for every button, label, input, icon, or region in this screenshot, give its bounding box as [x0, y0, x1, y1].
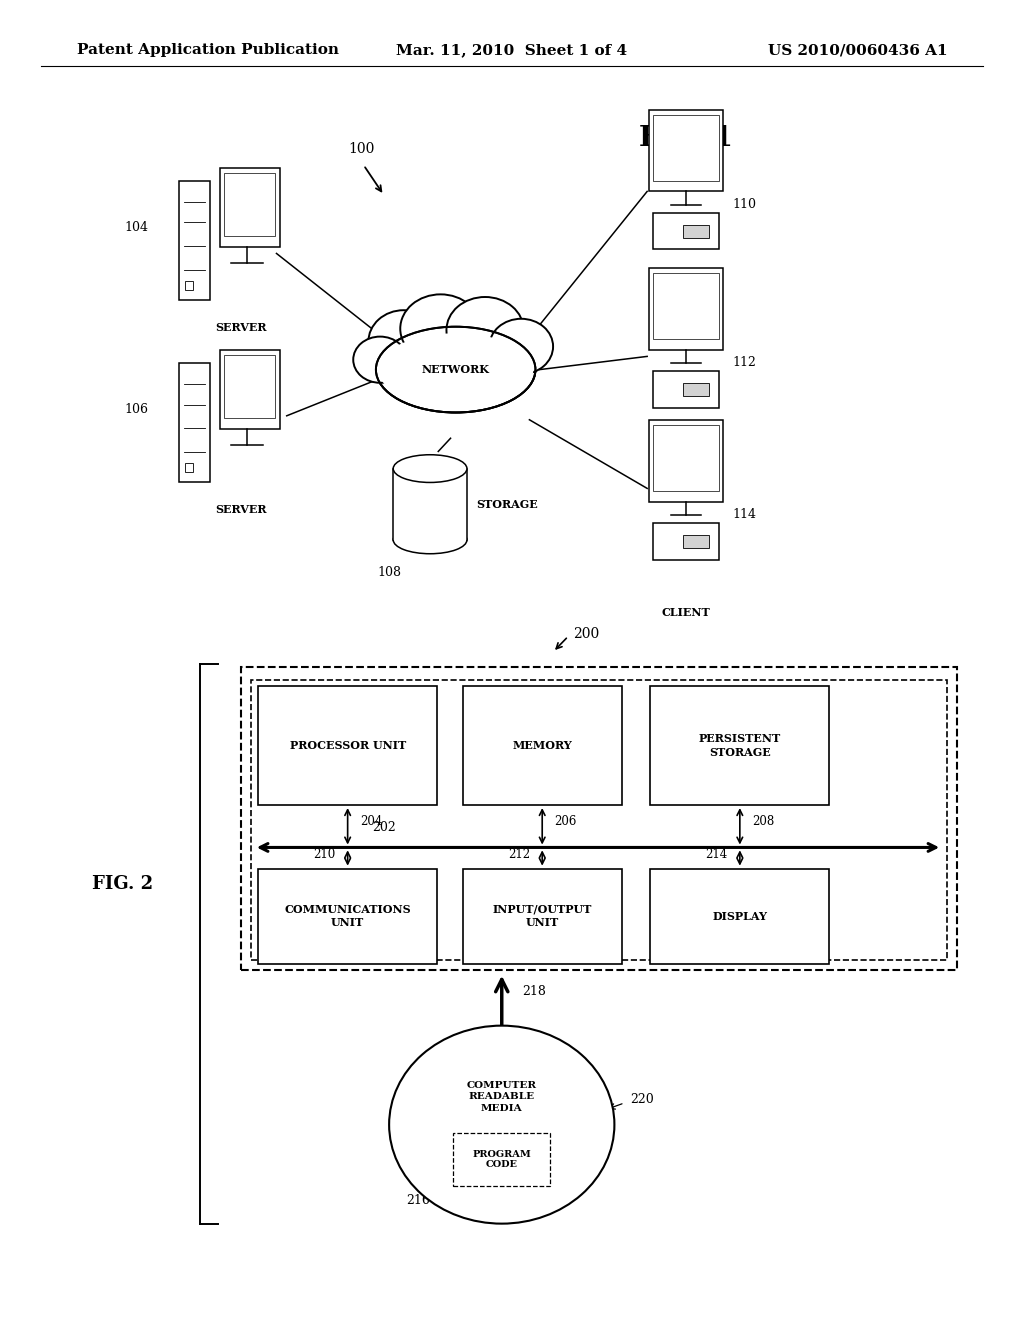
Bar: [185, 463, 193, 473]
Bar: [649, 110, 723, 191]
Text: SERVER: SERVER: [215, 322, 266, 333]
Text: 200: 200: [573, 627, 600, 640]
Ellipse shape: [393, 454, 467, 483]
Text: 114: 114: [732, 508, 756, 521]
Ellipse shape: [389, 1026, 614, 1224]
Text: PROGRAM
CODE: PROGRAM CODE: [472, 1150, 531, 1170]
Bar: [649, 268, 723, 350]
Bar: [653, 523, 719, 560]
Bar: [258, 686, 437, 805]
Text: 214: 214: [706, 847, 727, 861]
Ellipse shape: [446, 297, 523, 363]
Bar: [251, 680, 947, 960]
Ellipse shape: [489, 319, 553, 375]
Text: 112: 112: [732, 356, 756, 370]
Bar: [653, 425, 719, 491]
Text: 212: 212: [508, 847, 530, 861]
Bar: [649, 420, 723, 502]
Text: STORAGE: STORAGE: [476, 499, 538, 510]
Bar: [683, 383, 710, 396]
Bar: [241, 667, 957, 970]
Ellipse shape: [353, 337, 407, 383]
Bar: [653, 115, 719, 181]
Text: MEMORY: MEMORY: [512, 741, 572, 751]
Text: CLIENT: CLIENT: [662, 297, 711, 308]
Bar: [463, 869, 622, 964]
Text: DISPLAY: DISPLAY: [713, 911, 767, 921]
Bar: [220, 350, 280, 429]
Text: FIG. 2: FIG. 2: [92, 875, 154, 894]
Bar: [683, 535, 710, 548]
Text: 100: 100: [348, 143, 375, 156]
Text: COMPUTER
READABLE
MEDIA: COMPUTER READABLE MEDIA: [467, 1081, 537, 1113]
Ellipse shape: [393, 525, 467, 554]
Bar: [224, 355, 275, 418]
Bar: [650, 869, 829, 964]
Text: 204: 204: [360, 814, 382, 828]
Ellipse shape: [378, 334, 534, 407]
Text: CLIENT: CLIENT: [662, 455, 711, 466]
Text: 104: 104: [125, 220, 148, 234]
Bar: [179, 181, 210, 300]
Text: 102: 102: [425, 301, 449, 314]
Bar: [258, 869, 437, 964]
Text: PROCESSOR UNIT: PROCESSOR UNIT: [290, 741, 406, 751]
Bar: [653, 213, 719, 249]
Text: Patent Application Publication: Patent Application Publication: [77, 44, 339, 57]
Bar: [653, 273, 719, 339]
Ellipse shape: [400, 294, 481, 363]
Text: FIG. 1: FIG. 1: [639, 125, 733, 152]
Text: 216: 216: [406, 1195, 430, 1206]
Text: 220: 220: [630, 1093, 653, 1106]
Text: Mar. 11, 2010  Sheet 1 of 4: Mar. 11, 2010 Sheet 1 of 4: [396, 44, 628, 57]
Bar: [220, 168, 280, 247]
Text: 208: 208: [752, 814, 774, 828]
Text: US 2010/0060436 A1: US 2010/0060436 A1: [768, 44, 947, 57]
Ellipse shape: [376, 327, 536, 412]
Text: 106: 106: [125, 403, 148, 416]
Text: NETWORK: NETWORK: [422, 364, 489, 375]
Bar: [185, 281, 193, 290]
Text: 218: 218: [522, 986, 546, 998]
Bar: [683, 224, 710, 238]
Text: INPUT/OUTPUT
UNIT: INPUT/OUTPUT UNIT: [493, 904, 592, 928]
Text: 110: 110: [732, 198, 756, 211]
Text: 202: 202: [372, 821, 396, 834]
Text: PERSISTENT
STORAGE: PERSISTENT STORAGE: [698, 734, 781, 758]
Bar: [650, 686, 829, 805]
Bar: [179, 363, 210, 482]
Text: CLIENT: CLIENT: [662, 607, 711, 618]
Text: 210: 210: [313, 847, 336, 861]
Bar: [463, 686, 622, 805]
Text: SERVER: SERVER: [215, 504, 266, 515]
Bar: [653, 371, 719, 408]
Ellipse shape: [369, 310, 439, 374]
Bar: [393, 469, 467, 540]
Text: 206: 206: [555, 814, 577, 828]
Text: 108: 108: [378, 566, 401, 579]
Text: COMMUNICATIONS
UNIT: COMMUNICATIONS UNIT: [285, 904, 411, 928]
Bar: [453, 1133, 551, 1185]
Bar: [224, 173, 275, 236]
